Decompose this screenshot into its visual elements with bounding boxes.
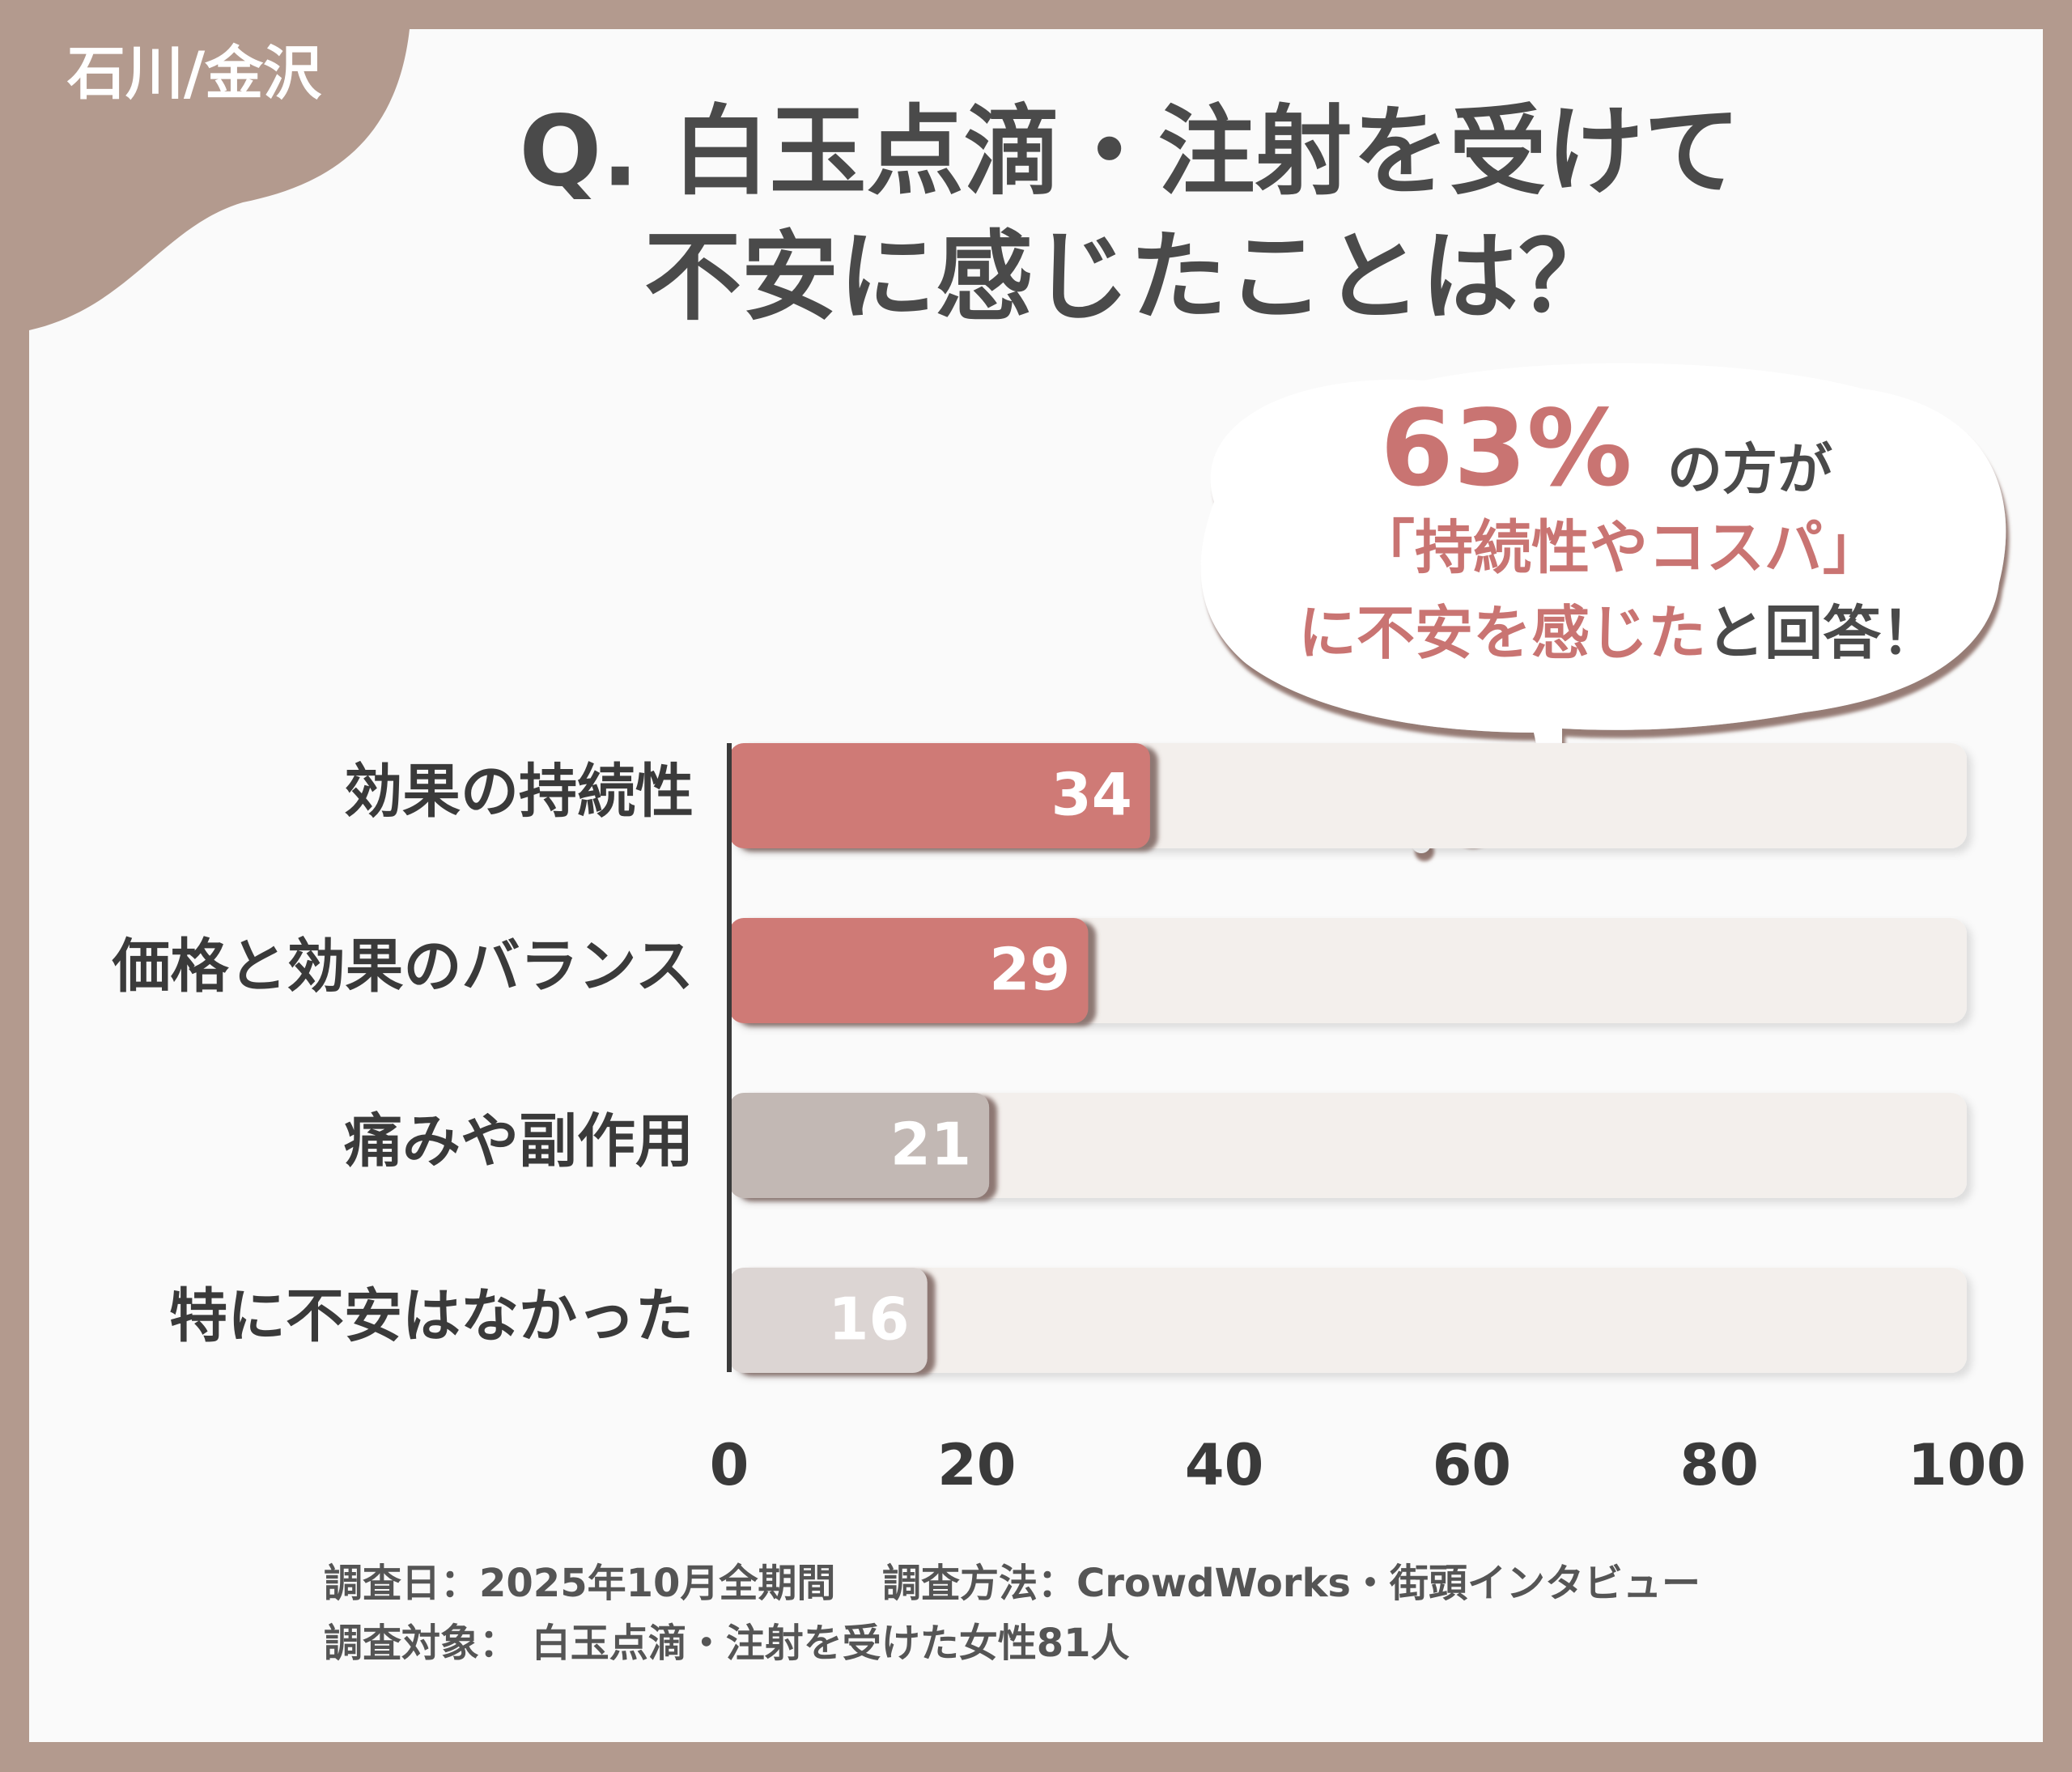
y-tick-label: 痛みや副作用	[344, 1107, 694, 1175]
track	[729, 1093, 1967, 1198]
value-label: 34	[1051, 761, 1132, 829]
bar	[729, 1268, 928, 1373]
value-label: 29	[989, 936, 1070, 1004]
y-tick-label: 効果の持続性	[344, 758, 694, 826]
note: 調査対象： 白玉点滴・注射を受けた女性81人	[324, 1621, 1130, 1666]
title: Q. 白玉点滴・注射を受けて	[519, 96, 1740, 209]
callout-bubble	[1200, 363, 2006, 777]
track	[729, 1268, 1967, 1373]
badge-bg	[29, 29, 410, 330]
y-tick-label: 特に不安はなかった	[169, 1282, 694, 1350]
badge: 石川/金沢	[67, 40, 322, 108]
bar	[729, 743, 1150, 848]
bar	[729, 1093, 990, 1198]
x-tick-label: 80	[1679, 1432, 1758, 1498]
bar	[729, 918, 1089, 1023]
callout-text: と回答！	[1706, 599, 1939, 667]
callout-text: に不安を感じたと回答！	[1298, 599, 1939, 667]
callout-text: 「持続性やコスパ」	[1357, 514, 1881, 582]
x-tick-label: 40	[1185, 1432, 1263, 1498]
x-tick-label: 0	[710, 1432, 749, 1498]
callout-text: の方が	[1667, 439, 1832, 503]
callout-text: に不安を感じた	[1298, 599, 1706, 667]
title: 不安に感じたことは？	[644, 222, 1616, 334]
x-tick-label: 100	[1908, 1432, 2026, 1498]
panel	[29, 29, 2043, 1742]
value-label: 21	[890, 1111, 971, 1179]
x-tick-label: 20	[937, 1432, 1016, 1498]
callout-highlight: 63%	[1380, 387, 1632, 510]
x-tick-label: 60	[1433, 1432, 1511, 1498]
note: 調査方法：CrowdWorks・街頭インタビュー	[882, 1561, 1700, 1606]
value-label: 16	[828, 1285, 909, 1353]
note: 調査日：2025年10月全期間	[324, 1561, 835, 1606]
y-tick-label: 価格と効果のバランス	[111, 933, 694, 1001]
